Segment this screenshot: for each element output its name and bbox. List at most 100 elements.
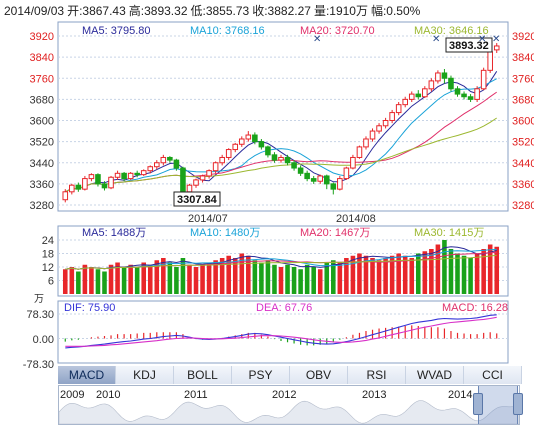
quote-close: 收:3882.27 xyxy=(252,4,311,18)
volume-bar xyxy=(481,249,486,294)
quote-date: 2014/09/03 xyxy=(4,4,65,18)
collapse-icon[interactable]: ✕ xyxy=(478,34,486,45)
navigator-window[interactable] xyxy=(478,386,518,424)
volume-bar xyxy=(304,264,310,294)
volume-bar xyxy=(128,264,133,294)
navigator-right-handle[interactable] xyxy=(513,393,523,415)
volume-moving-averages xyxy=(65,246,497,270)
candle-body xyxy=(350,156,356,169)
candle-body xyxy=(69,184,75,193)
vol-ma20-legend: MA20: 1467万 xyxy=(300,227,370,239)
price-ma30-legend: MA30: 3646.16 xyxy=(414,25,489,37)
price-axis-left: 3920 3840 3760 3680 3600 3520 3440 3360 3280 xyxy=(30,31,54,212)
volume-tick: 24 xyxy=(42,235,54,247)
quote-change: 幅:0.50% xyxy=(370,4,421,18)
macd-tick-zero: 0.00 xyxy=(33,334,54,346)
volume-bar xyxy=(337,262,343,294)
max-price-marker: 3893.32 xyxy=(445,37,493,53)
tab-cci[interactable]: CCI xyxy=(464,366,522,384)
tab-macd[interactable]: MACD xyxy=(58,366,116,384)
candle-body xyxy=(454,88,461,95)
max-price-text: 3893.32 xyxy=(449,40,489,52)
navigator-area xyxy=(58,400,520,425)
navigator-left-handle[interactable] xyxy=(473,393,483,415)
candle-body xyxy=(363,138,369,148)
macd-value-legend: MACD: 16.28 xyxy=(442,302,508,314)
volume-bar xyxy=(193,267,199,294)
candle-body xyxy=(389,112,395,121)
collapse-icon[interactable]: ✕ xyxy=(313,34,321,45)
volume-bar xyxy=(76,271,81,294)
candle-body xyxy=(232,143,239,151)
tab-obv[interactable]: OBV xyxy=(290,366,348,384)
volume-bar xyxy=(494,246,500,294)
candle-body xyxy=(304,172,310,180)
volume-bar xyxy=(108,264,114,294)
tab-psy[interactable]: PSY xyxy=(232,366,290,384)
candle-body xyxy=(493,45,500,51)
tab-wvad[interactable]: WVAD xyxy=(406,366,464,384)
price-tick-left: 3440 xyxy=(30,158,54,170)
volume-bar xyxy=(115,262,120,294)
volume-bar xyxy=(102,271,107,294)
volume-bar xyxy=(435,244,441,294)
candle-body xyxy=(356,146,363,158)
candle-body xyxy=(435,72,441,82)
price-tick-right: 3680 xyxy=(512,94,534,106)
candle-body xyxy=(101,183,108,189)
candle-body xyxy=(206,170,212,177)
price-axis-right: 3920 3840 3760 3680 3600 3520 3440 3360 3280 xyxy=(512,31,534,212)
candle-body xyxy=(95,174,101,185)
candle-body xyxy=(284,156,291,164)
candle-body xyxy=(180,167,186,193)
price-tick-right: 3520 xyxy=(512,137,534,149)
volume-bar xyxy=(161,258,166,294)
price-panel-frame xyxy=(57,21,509,212)
volume-bar xyxy=(147,264,153,294)
price-tick-right: 3920 xyxy=(512,31,534,43)
volume-bar xyxy=(317,269,323,294)
price-tick-right: 3760 xyxy=(512,73,534,85)
volume-bar xyxy=(82,264,88,294)
candle-body xyxy=(448,77,454,90)
navigator-year-label: 2009 xyxy=(60,389,85,401)
price-ma5-legend: MA5: 3795.80 xyxy=(82,25,151,37)
macd-tick-bottom: -78.30 xyxy=(23,359,54,371)
volume-bar xyxy=(370,258,375,294)
candle-body xyxy=(369,130,376,140)
candle-body xyxy=(402,98,408,106)
candle-body xyxy=(154,162,160,168)
tab-rsi[interactable]: RSI xyxy=(348,366,406,384)
candle-body xyxy=(422,88,428,98)
volume-bar xyxy=(174,267,179,294)
volume-bar xyxy=(141,262,147,294)
candle-body xyxy=(467,96,474,100)
candle-body xyxy=(212,162,219,172)
volume-tick: 6 xyxy=(48,276,54,288)
tab-boll[interactable]: BOLL xyxy=(174,366,232,384)
quote-low: 低:3855.73 xyxy=(190,4,250,18)
volume-bar xyxy=(252,260,258,294)
navigator-year-label: 2011 xyxy=(184,389,208,401)
candle-body xyxy=(278,156,284,161)
candle-body xyxy=(480,69,487,90)
volume-bar xyxy=(213,260,218,294)
navigator-year-label: 2012 xyxy=(272,389,297,401)
volume-bar xyxy=(200,264,205,294)
candle-body xyxy=(317,175,324,182)
candle-body xyxy=(408,93,415,100)
volume-bar xyxy=(331,260,336,294)
candle-body xyxy=(238,138,245,145)
volume-bars xyxy=(62,240,500,294)
collapse-icon[interactable]: ✕ xyxy=(432,34,440,45)
collapse-icon[interactable]: ✕ xyxy=(492,34,500,45)
macd-panel-frame xyxy=(57,300,509,364)
dif-line xyxy=(65,314,497,349)
tab-kdj[interactable]: KDJ xyxy=(116,366,174,384)
price-grid xyxy=(58,35,508,206)
volume-bar xyxy=(487,244,493,294)
candle-body xyxy=(271,154,278,161)
candle-body xyxy=(461,93,467,98)
volume-bar xyxy=(409,258,415,294)
